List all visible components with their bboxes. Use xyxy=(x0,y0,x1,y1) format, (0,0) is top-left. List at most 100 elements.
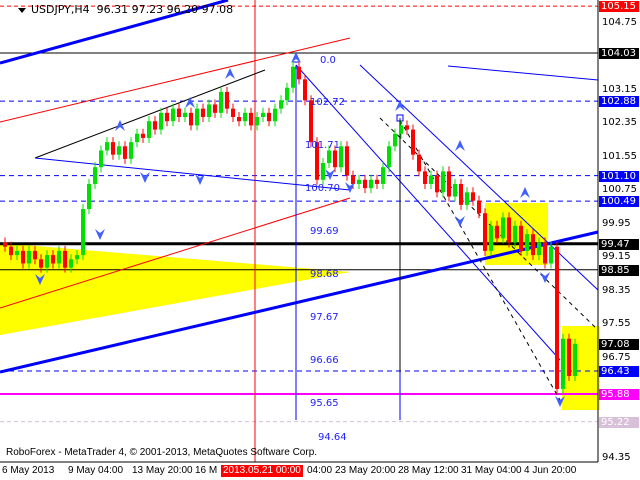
candle-body xyxy=(105,142,109,151)
price-label: 104.03 xyxy=(599,48,639,59)
fractal-down-arrow-icon xyxy=(555,396,565,407)
candle-body xyxy=(453,183,457,197)
fibo-level-label: 95.65 xyxy=(310,398,339,409)
candle-body xyxy=(357,179,361,184)
candle-body xyxy=(207,104,211,118)
triangle-zone xyxy=(0,243,350,335)
candle-body xyxy=(87,183,91,210)
candle-body xyxy=(3,242,7,247)
x-tick-label: 31 May 04:00 xyxy=(461,465,522,476)
candle-body xyxy=(57,250,61,264)
copyright-text: RoboForex - MetaTrader 4, © 2001-2013, M… xyxy=(6,447,318,458)
x-tick-label: 16 M xyxy=(195,465,218,476)
price-label: 95.22 xyxy=(599,416,639,428)
x-highlight-date: 2013.05.21 00:00 xyxy=(221,465,303,477)
trend-line xyxy=(399,119,561,401)
candle-body xyxy=(393,133,397,147)
candle-body xyxy=(327,150,331,164)
candle-body xyxy=(93,167,97,184)
candle-body xyxy=(489,225,493,251)
candle-body xyxy=(561,338,565,389)
candle-body xyxy=(531,234,535,256)
candle-body xyxy=(213,104,217,113)
price-label: 97.08 xyxy=(599,338,639,350)
x-tick-label: 28 May 12:00 xyxy=(398,465,459,476)
fibo-level-label: 99.69 xyxy=(310,226,339,237)
candle-body xyxy=(45,255,49,268)
price-label: 98.85 xyxy=(599,264,639,276)
y-tick-label: 96.75 xyxy=(602,351,631,363)
y-tick-label: 100.75 xyxy=(602,184,637,196)
candle-body xyxy=(237,117,241,122)
fractal-up-arrow-icon xyxy=(455,140,465,151)
candle-body xyxy=(297,66,301,80)
fibo-level-label: 0.0 xyxy=(320,55,336,66)
trend-line xyxy=(0,197,351,309)
trend-line xyxy=(379,117,599,331)
candle-body xyxy=(501,217,505,239)
dropdown-triangle-icon[interactable] xyxy=(18,7,26,13)
candle-body xyxy=(201,108,205,118)
x-tick-label: 13 May 20:00 xyxy=(132,465,193,476)
fibo-level-label: 102.72 xyxy=(310,97,345,108)
price-label: 101.10 xyxy=(599,170,639,182)
candle-body xyxy=(231,108,235,118)
candle-body xyxy=(51,255,55,264)
trend-line xyxy=(447,65,599,81)
candle-body xyxy=(21,250,25,264)
candle-body xyxy=(315,142,319,180)
candle-body xyxy=(69,259,73,268)
y-tick-label: 99.15 xyxy=(602,251,631,263)
y-tick-label: 101.55 xyxy=(602,150,637,162)
fibo-level-label: 94.64 xyxy=(318,432,347,443)
candle-body xyxy=(525,234,529,251)
candle-body xyxy=(405,125,409,130)
candle-body xyxy=(183,112,187,118)
trend-line xyxy=(34,69,266,159)
x-tick-label: 04:00 xyxy=(307,465,333,476)
candle-body xyxy=(33,250,37,260)
x-tick-label: 6 May 2013 xyxy=(2,465,55,476)
fibo-level-label: 98.68 xyxy=(310,269,339,280)
candle-body xyxy=(363,179,367,189)
candle-body xyxy=(321,163,325,180)
ohlc-values: 96.31 97.23 96.20 97.08 xyxy=(96,3,234,16)
candle-body xyxy=(399,125,403,134)
fractal-down-arrow-icon xyxy=(195,174,205,185)
candle-body xyxy=(135,133,139,143)
candle-body xyxy=(99,150,103,168)
candle-body xyxy=(195,108,199,126)
fibo-level-label: 101.71 xyxy=(305,140,340,151)
candle-body xyxy=(549,246,553,264)
candle-body xyxy=(345,146,349,176)
candle-body xyxy=(477,200,481,214)
candle-body xyxy=(177,108,181,118)
candle-body xyxy=(81,209,85,256)
price-label: 99.47 xyxy=(599,238,639,250)
chart-title: USDJPY,H4 96.31 97.23 96.20 97.08 xyxy=(18,3,233,16)
fractal-up-arrow-icon xyxy=(520,187,530,198)
candle-body xyxy=(225,91,229,109)
candle-body xyxy=(507,217,511,243)
candle-body xyxy=(411,129,415,155)
y-tick-label: 104.75 xyxy=(602,16,637,28)
y-tick-label: 99.95 xyxy=(602,217,631,229)
candle-body xyxy=(129,142,133,159)
candle-body xyxy=(435,175,439,193)
trend-line xyxy=(0,37,351,123)
candle-body xyxy=(465,192,469,205)
x-tick-label: 4 Jun 20:00 xyxy=(524,465,577,476)
fractal-up-arrow-icon xyxy=(115,120,125,131)
candle-body xyxy=(555,246,559,389)
y-tick-label: 98.35 xyxy=(602,284,631,296)
x-tick-label: 23 May 20:00 xyxy=(335,465,396,476)
candle-body xyxy=(369,179,373,189)
candle-body xyxy=(483,213,487,251)
candle-body xyxy=(171,108,175,122)
candle-body xyxy=(543,242,547,264)
candle-body xyxy=(309,100,313,143)
fractal-down-arrow-icon xyxy=(540,272,550,283)
candle-body xyxy=(255,117,259,126)
candle-body xyxy=(573,343,577,377)
